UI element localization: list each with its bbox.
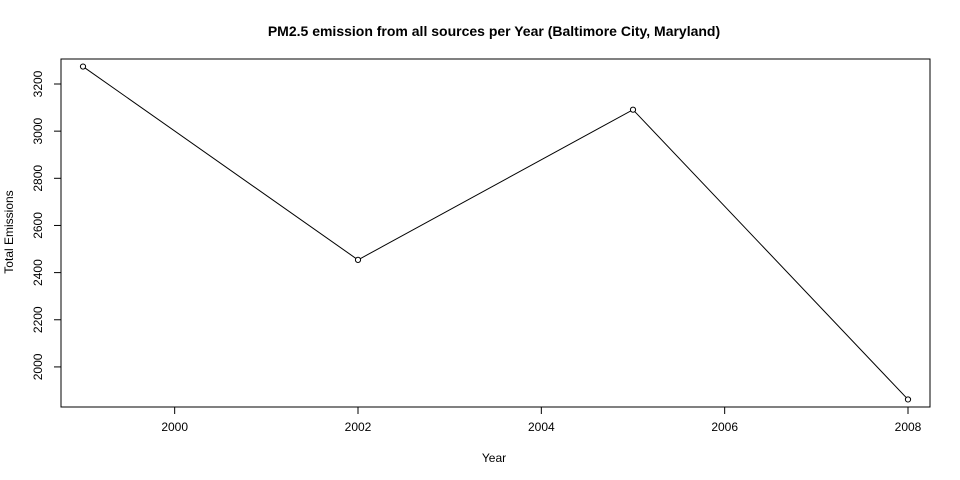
y-axis-label: Total Emissions: [2, 190, 16, 273]
y-tick-label: 2800: [31, 165, 45, 192]
x-tick-label: 2006: [711, 420, 738, 434]
chart-title: PM2.5 emission from all sources per Year…: [268, 23, 720, 39]
x-axis: 2000 2002 2004 2006 2008: [161, 406, 922, 434]
series-layer: [79, 63, 912, 403]
y-axis: 2000 2200 2400 2600 2800 3000 3200: [31, 70, 62, 380]
data-point: [354, 256, 362, 263]
series-line: [82, 66, 909, 400]
x-tick-label: 2004: [528, 420, 555, 434]
x-tick-label: 2008: [895, 420, 922, 434]
x-tick-label: 2000: [161, 420, 188, 434]
y-tick-label: 2200: [31, 306, 45, 333]
data-point: [79, 63, 87, 70]
x-axis-label: Year: [482, 451, 506, 465]
plot-frame: [60, 58, 931, 408]
x-tick-label: 2002: [345, 420, 372, 434]
data-point: [904, 396, 912, 403]
y-tick-label: 2400: [31, 259, 45, 286]
y-tick-label: 3200: [31, 70, 45, 97]
y-tick-label: 2000: [31, 353, 45, 380]
y-tick-label: 2600: [31, 212, 45, 239]
y-tick-label: 3000: [31, 117, 45, 144]
data-point: [629, 106, 637, 113]
